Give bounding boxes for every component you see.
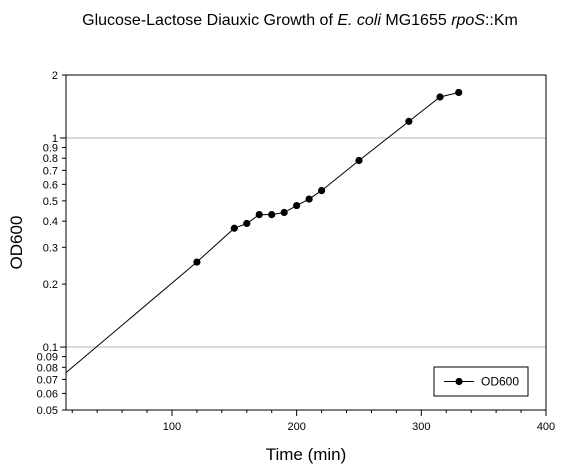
y-tick-label: 2: [52, 70, 58, 82]
data-point: [317, 187, 326, 195]
gridlines: [66, 137, 546, 348]
x-tick-label: 400: [537, 421, 555, 433]
data-point: [268, 210, 276, 219]
y-tick-label: 0.4: [43, 216, 58, 228]
x-tick-label: 200: [287, 421, 305, 433]
title-gene: rpoS: [451, 12, 485, 29]
y-tick-label: 1: [52, 133, 58, 145]
y-tick-label: 0.7: [43, 165, 58, 177]
series-points: [193, 88, 463, 266]
data-point: [230, 224, 238, 232]
legend: OD600: [433, 366, 529, 397]
plot-frame: [65, 74, 547, 411]
y-tick-label: 0.05: [37, 405, 58, 417]
y-tick-label: 0.06: [37, 388, 58, 400]
data-point: [455, 88, 463, 97]
y-tick-label: 0.6: [43, 179, 58, 191]
y-axis-ticks: 0.05 0.06 0.070.080.090.1 0.2 0.3 0.4 0.5 0.6 0.…: [37, 70, 66, 417]
y-tick-label: 0.07: [37, 374, 58, 386]
data-point: [305, 195, 313, 203]
y-tick-label: 0.3: [43, 242, 58, 254]
y-tick-label: 0.09: [37, 352, 58, 364]
y-tick-label: 0.1: [43, 342, 58, 354]
y-tick-label: 0.8: [43, 153, 58, 165]
chart-title: Glucose-Lactose Diauxic Growth of E. col…: [82, 12, 518, 29]
y-axis-label: OD600: [7, 216, 26, 270]
y-tick-label: 0.5: [43, 196, 58, 208]
series-lines: [65, 92, 459, 373]
data-point: [243, 219, 251, 228]
y-tick-label: 0.08: [37, 362, 58, 374]
fit-line: [65, 261, 198, 373]
y-tick-label: 0.9: [43, 143, 58, 155]
data-point: [405, 117, 413, 125]
x-axis-label: Time (min): [266, 445, 347, 464]
series-line: [196, 92, 459, 263]
y-tick-label: 0.2: [43, 279, 58, 291]
title-species: E. coli: [337, 12, 381, 29]
title-prefix: Glucose-Lactose Diauxic Growth of: [82, 12, 337, 29]
plot-border: [65, 74, 547, 411]
data-point: [193, 258, 201, 266]
title-strain: MG1655: [381, 12, 451, 29]
legend-marker: [455, 377, 463, 386]
data-point: [436, 93, 444, 101]
legend-label: OD600: [481, 375, 519, 389]
x-tick-label: 100: [163, 421, 181, 433]
data-point: [355, 156, 363, 165]
data-point: [293, 201, 301, 210]
data-point: [280, 208, 288, 217]
title-suffix: ::Km: [485, 12, 518, 29]
x-tick-label: 300: [412, 421, 430, 433]
x-axis-ticks: 100 200 300 400: [71, 410, 555, 433]
data-point: [255, 210, 263, 219]
